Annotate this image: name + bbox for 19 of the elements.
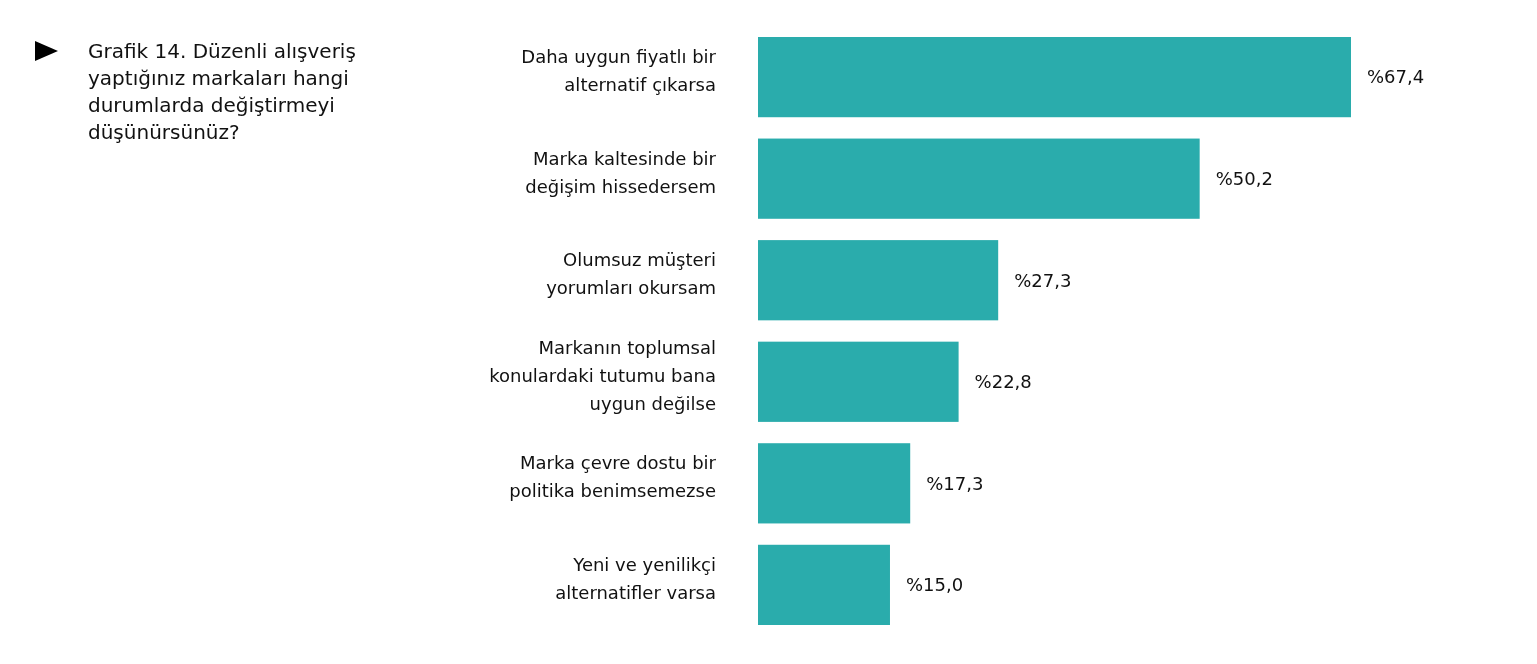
data-label: %50,2 — [1215, 167, 1273, 189]
data-label: %17,3 — [926, 472, 984, 494]
bar — [758, 341, 959, 422]
data-label: %67,4 — [1367, 66, 1425, 88]
bar — [758, 443, 911, 524]
y-tick-label: Olumsuz müşteri yorumları okursam — [546, 249, 716, 299]
bar — [758, 37, 1351, 118]
y-tick-label: Markanın toplumsal konulardaki tutumu bana uygun değilse — [489, 336, 716, 414]
data-label: %15,0 — [905, 574, 964, 596]
bar — [758, 240, 999, 321]
data-label: %22,8 — [974, 371, 1032, 393]
data-label: %27,3 — [1014, 269, 1072, 291]
text: Grafik 14. Düzenli alışveriş yaptığınız markaları hangi durumlarda değiştirmeyi düşünürsünüz? — [88, 39, 356, 144]
bar — [758, 544, 890, 625]
bar — [758, 138, 1200, 219]
y-tick-label: Daha uygun fiyatlı bir alternatif çıkarsa — [521, 46, 717, 96]
y-tick-label: Marka kaltesinde bir değişim hissedersem — [525, 147, 717, 197]
y-tick-label: Marka çevre dostu bir politika benimsemezse — [509, 452, 717, 502]
y-tick-label: Yeni ve yenilikçi alternatifler varsa — [555, 553, 716, 603]
